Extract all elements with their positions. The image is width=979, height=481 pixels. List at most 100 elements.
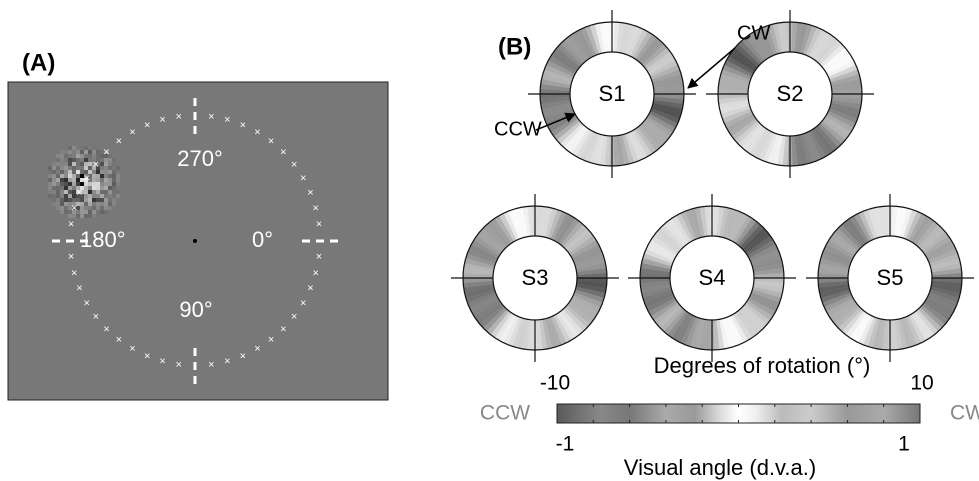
noise-cell (64, 154, 68, 158)
marker: × (93, 159, 99, 171)
angle-label: 180° (80, 227, 126, 252)
noise-cell (64, 170, 68, 174)
noise-cell (108, 186, 112, 190)
noise-cell (100, 178, 104, 182)
noise-cell (92, 174, 96, 178)
noise-cell (52, 178, 56, 182)
noise-cell (84, 162, 88, 166)
colorbar-label: -10 (540, 372, 570, 395)
marker: × (159, 356, 165, 368)
noise-cell (60, 162, 64, 166)
noise-cell (84, 186, 88, 190)
noise-cell (64, 210, 68, 214)
noise-cell (96, 178, 100, 182)
noise-cell (88, 210, 92, 214)
noise-cell (100, 198, 104, 202)
colorbar-label: 10 (910, 372, 933, 395)
noise-cell (104, 162, 108, 166)
noise-cell (52, 194, 56, 198)
noise-cell (104, 166, 108, 170)
noise-cell (60, 206, 64, 210)
noise-cell (112, 194, 116, 198)
noise-cell (68, 198, 72, 202)
noise-cell (68, 214, 72, 218)
marker: × (84, 297, 90, 309)
noise-cell (64, 194, 68, 198)
noise-cell (88, 158, 92, 162)
noise-cell (100, 170, 104, 174)
noise-cell (92, 198, 96, 202)
marker: × (224, 356, 230, 368)
noise-cell (88, 162, 92, 166)
noise-cell (108, 206, 112, 210)
noise-cell (88, 190, 92, 194)
noise-cell (104, 178, 108, 182)
noise-cell (72, 174, 76, 178)
noise-cell (68, 194, 72, 198)
noise-cell (76, 174, 80, 178)
noise-cell (116, 174, 120, 178)
marker: × (103, 323, 109, 335)
subject-label: S5 (877, 265, 904, 290)
marker: × (175, 111, 181, 123)
noise-cell (80, 150, 84, 154)
noise-cell (112, 202, 116, 206)
noise-cell (100, 206, 104, 210)
noise-cell (68, 186, 72, 190)
noise-cell (104, 194, 108, 198)
marker: × (313, 267, 319, 279)
noise-cell (68, 162, 72, 166)
noise-cell (84, 166, 88, 170)
noise-cell (60, 210, 64, 214)
subject-label: S1 (599, 81, 626, 106)
noise-cell (76, 158, 80, 162)
noise-cell (92, 146, 96, 150)
rings: S1S2S3S4S5 (451, 10, 974, 362)
noise-cell (48, 178, 52, 182)
noise-cell (56, 182, 60, 186)
noise-cell (108, 194, 112, 198)
marker: × (76, 283, 82, 295)
marker: × (254, 127, 260, 139)
marker: × (144, 119, 150, 131)
noise-cell (52, 162, 56, 166)
noise-cell (56, 162, 60, 166)
noise-cell (68, 150, 72, 154)
noise-cell (64, 202, 68, 206)
marker: × (68, 251, 74, 263)
marker: × (254, 343, 260, 355)
noise-cell (88, 214, 92, 218)
noise-cell (64, 198, 68, 202)
noise-cell (100, 186, 104, 190)
noise-cell (104, 190, 108, 194)
noise-cell (104, 186, 108, 190)
noise-cell (88, 198, 92, 202)
noise-cell (64, 174, 68, 178)
panel-label: (B) (498, 33, 531, 60)
noise-cell (84, 158, 88, 162)
noise-cell (112, 162, 116, 166)
noise-cell (52, 158, 56, 162)
subject-label: S3 (522, 265, 549, 290)
noise-cell (60, 194, 64, 198)
noise-cell (108, 178, 112, 182)
noise-cell (80, 202, 84, 206)
noise-cell (76, 146, 80, 150)
noise-cell (88, 150, 92, 154)
noise-cell (68, 154, 72, 158)
angle-label: 270° (177, 146, 223, 171)
noise-cell (100, 210, 104, 214)
noise-cell (60, 198, 64, 202)
noise-cell (92, 194, 96, 198)
noise-cell (92, 178, 96, 182)
noise-cell (116, 182, 120, 186)
noise-cell (112, 170, 116, 174)
noise-cell (96, 194, 100, 198)
noise-cell (72, 182, 76, 186)
noise-cell (80, 166, 84, 170)
noise-cell (100, 190, 104, 194)
colorbar-title: Degrees of rotation (°) (654, 353, 871, 378)
noise-cell (96, 210, 100, 214)
noise-cell (100, 174, 104, 178)
noise-cell (104, 202, 108, 206)
